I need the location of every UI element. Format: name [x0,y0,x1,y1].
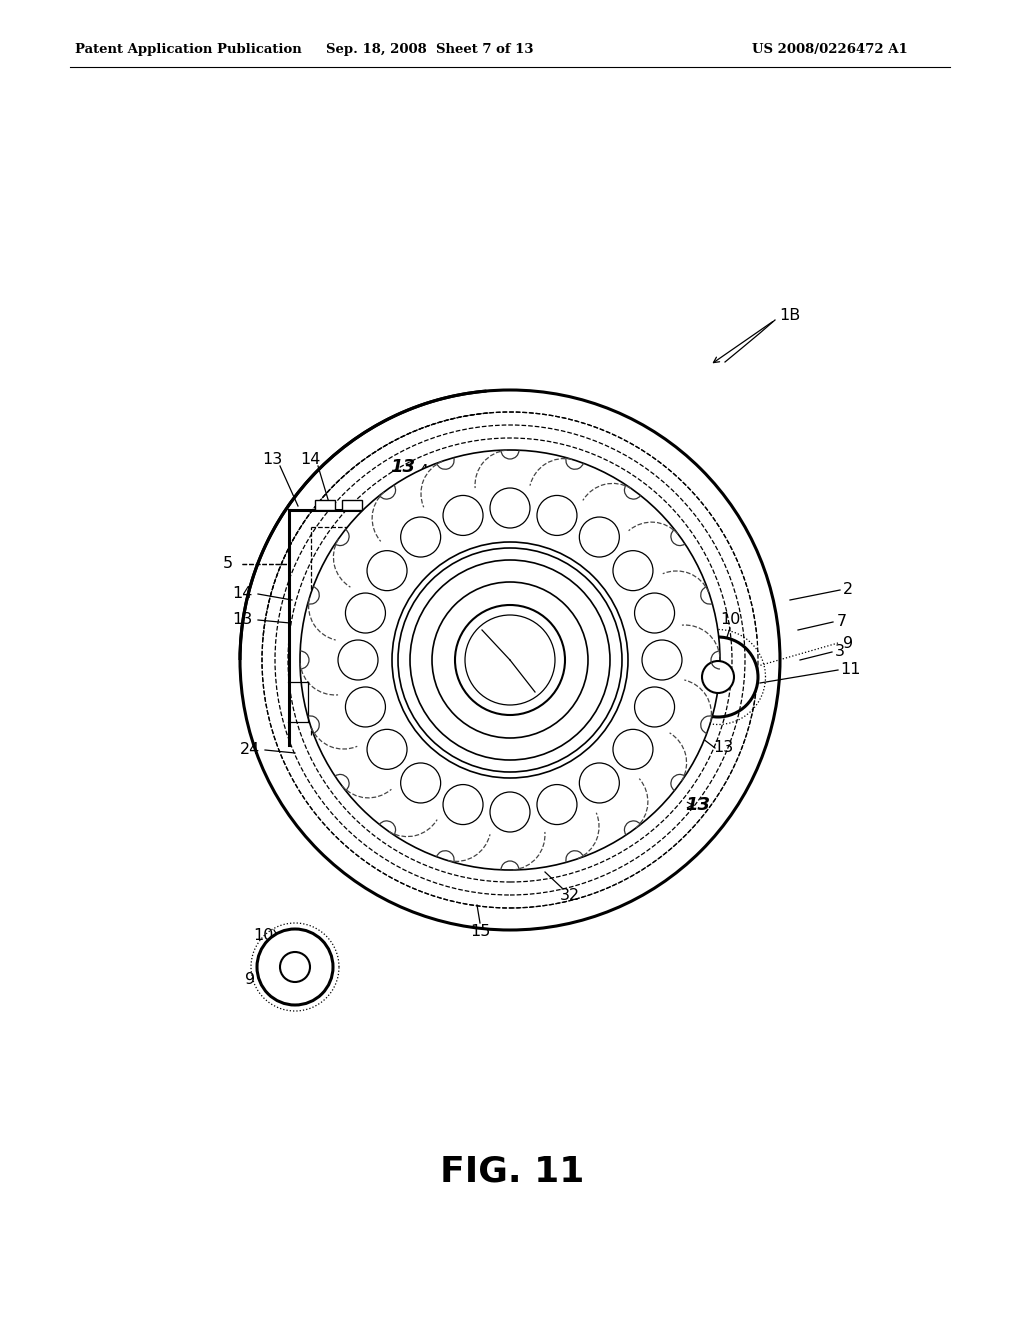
Circle shape [613,730,653,770]
Circle shape [537,784,577,825]
Text: 14: 14 [300,453,321,467]
Text: 24: 24 [240,742,260,758]
Circle shape [400,763,440,803]
Circle shape [490,792,530,832]
Circle shape [392,543,628,777]
Text: 13: 13 [231,612,252,627]
Circle shape [580,517,620,557]
Circle shape [455,605,565,715]
Text: 14: 14 [231,586,252,602]
Text: 11: 11 [282,985,302,999]
Text: US 2008/0226472 A1: US 2008/0226472 A1 [752,44,908,57]
Circle shape [367,730,407,770]
Circle shape [345,686,385,727]
Text: 13: 13 [713,741,733,755]
Text: 2: 2 [843,582,853,598]
Text: 10: 10 [720,612,740,627]
Text: 6A: 6A [544,465,564,479]
Circle shape [537,495,577,536]
Text: 13: 13 [262,453,283,467]
Circle shape [702,661,734,693]
Text: Patent Application Publication: Patent Application Publication [75,44,302,57]
Text: 11: 11 [840,663,860,677]
Text: 15: 15 [470,924,490,940]
Circle shape [465,615,555,705]
FancyBboxPatch shape [342,500,362,510]
Circle shape [635,686,675,727]
Circle shape [443,495,483,536]
Circle shape [367,550,407,590]
Text: Sep. 18, 2008  Sheet 7 of 13: Sep. 18, 2008 Sheet 7 of 13 [327,44,534,57]
Circle shape [410,560,610,760]
Circle shape [345,593,385,634]
Circle shape [432,582,588,738]
Text: 5: 5 [223,557,233,572]
Circle shape [580,763,620,803]
Circle shape [398,548,622,772]
Text: 14: 14 [650,764,670,780]
Circle shape [400,517,440,557]
Circle shape [338,640,378,680]
Circle shape [678,638,758,717]
Text: 9: 9 [843,635,853,651]
Text: 1B: 1B [779,308,801,322]
Circle shape [642,640,682,680]
Circle shape [280,952,310,982]
Text: 10: 10 [253,928,273,942]
Text: 7: 7 [837,615,847,630]
Text: 3: 3 [835,644,845,660]
Text: 13: 13 [685,796,711,814]
Circle shape [613,550,653,590]
Circle shape [257,929,333,1005]
Circle shape [443,784,483,825]
Circle shape [635,593,675,634]
FancyBboxPatch shape [315,500,335,510]
Circle shape [240,389,780,931]
Text: 30: 30 [470,742,490,758]
Text: FIG. 11: FIG. 11 [440,1155,584,1189]
Text: 4: 4 [418,465,428,479]
Text: 32: 32 [560,887,580,903]
Circle shape [490,488,530,528]
Text: 9: 9 [245,973,255,987]
Circle shape [300,450,720,870]
Text: 13: 13 [390,458,416,477]
